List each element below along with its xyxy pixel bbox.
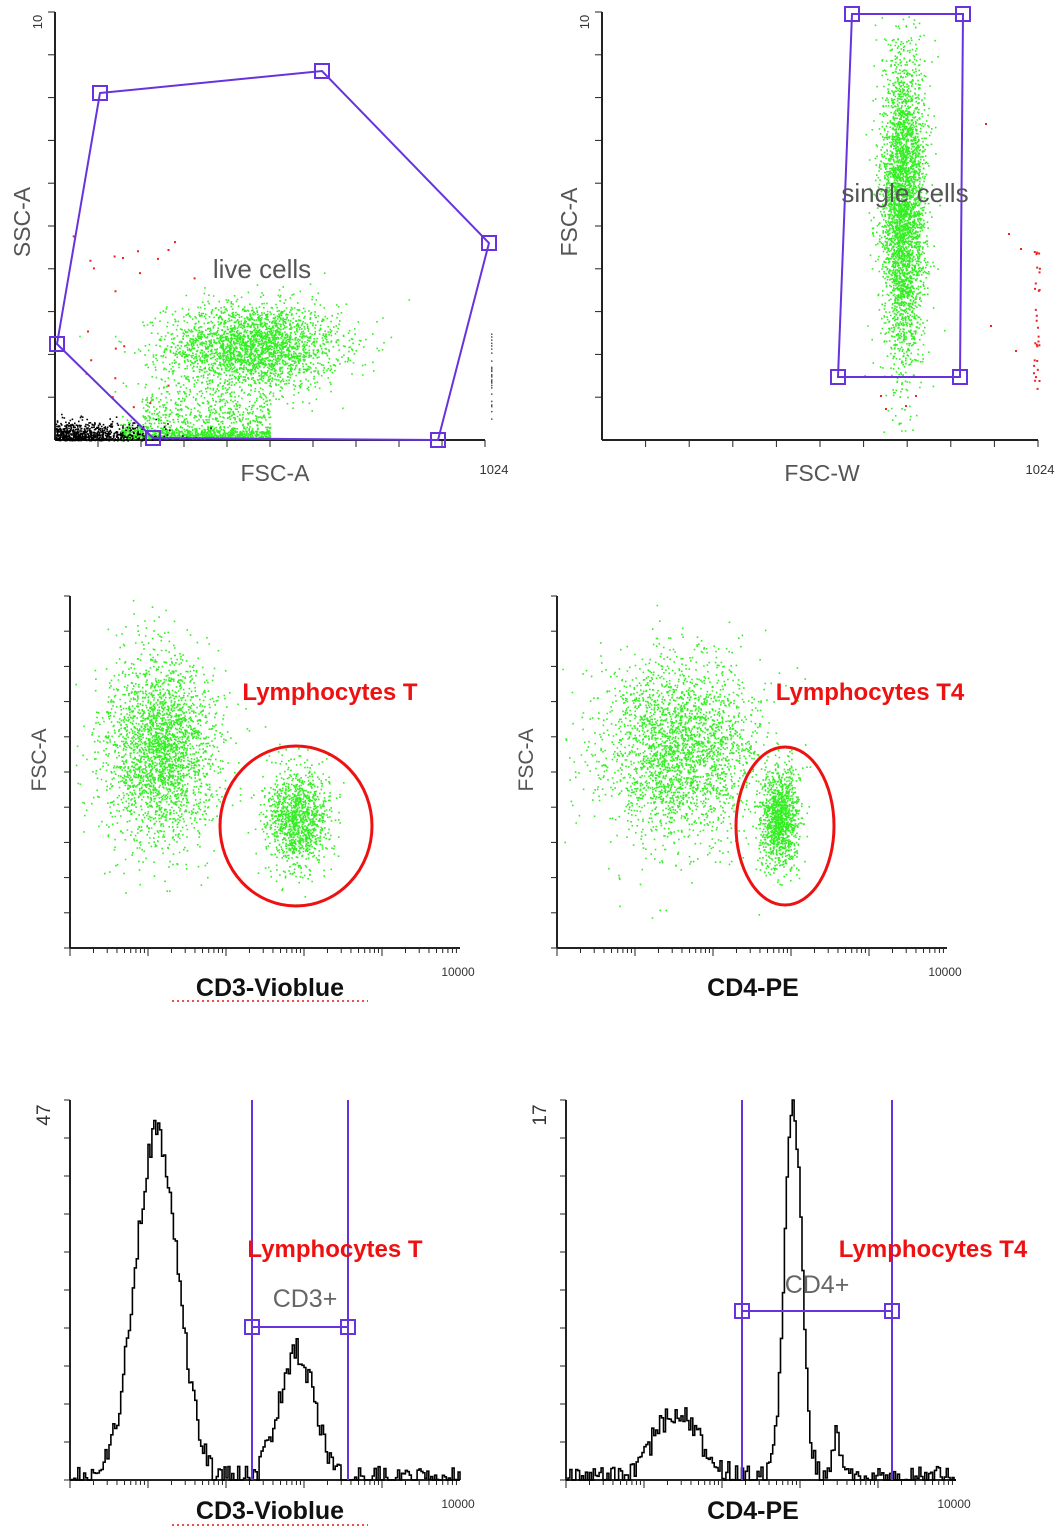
panel6-x-max-label: 10000 bbox=[937, 1497, 971, 1511]
panel5-histogram-line bbox=[70, 1119, 461, 1481]
panel3-population-2 bbox=[247, 743, 345, 906]
panel4-x-label: CD4-PE bbox=[707, 974, 799, 1002]
panel3-x-label: CD3-Vioblue bbox=[196, 974, 344, 1002]
live-cells-gate-handle[interactable] bbox=[49, 336, 65, 352]
panel3-annotation: Lymphocytes T bbox=[242, 679, 417, 706]
single-cells-gate[interactable] bbox=[836, 13, 965, 378]
panel6-histogram-line bbox=[566, 1099, 956, 1481]
panel1-x-max-label: 1024 bbox=[480, 462, 509, 477]
panel1-excluded-events bbox=[72, 235, 196, 409]
panel5: CD3+ Lymphocytes T CD3-Vioblue 47 10000 bbox=[34, 1099, 475, 1525]
panel2-y-label: FSC-A bbox=[556, 187, 582, 257]
panel5-x-max-label: 10000 bbox=[441, 1497, 475, 1511]
single-cells-gate-handle[interactable] bbox=[830, 369, 846, 385]
panel5-gate-label: CD3+ bbox=[273, 1285, 338, 1313]
live-cells-gate-handle[interactable] bbox=[481, 235, 497, 251]
single-cells-gate-handle[interactable] bbox=[952, 369, 968, 385]
panel4: Lymphocytes T4 CD4-PE FSC-A 10000 bbox=[515, 595, 965, 1002]
panel3-gate-ellipse[interactable] bbox=[218, 744, 374, 908]
panel1-y-label: SSC-A bbox=[9, 186, 35, 257]
panel4-annotation: Lymphocytes T4 bbox=[776, 679, 965, 706]
single-cells-gate-handle[interactable] bbox=[955, 6, 971, 22]
panel5-gate-handle[interactable] bbox=[340, 1319, 356, 1335]
panel5-annotation: Lymphocytes T bbox=[247, 1236, 422, 1263]
panel2-x-max-label: 1024 bbox=[1026, 462, 1055, 477]
live-cells-gate-handle[interactable] bbox=[314, 63, 330, 79]
panel2-y-max-label: 10 bbox=[577, 15, 592, 29]
single-cells-label: single cells bbox=[841, 178, 968, 208]
panel6: CD4+ Lymphocytes T4 CD4-PE 17 10000 bbox=[530, 1099, 1028, 1525]
live-cells-label: live cells bbox=[213, 254, 311, 284]
panel3-x-max-label: 10000 bbox=[441, 965, 475, 979]
panel1-population-1 bbox=[79, 272, 411, 430]
panel4-gate-ellipse[interactable] bbox=[734, 745, 836, 907]
panel1-y-max-label: 10 bbox=[30, 15, 45, 29]
live-cells-gate[interactable] bbox=[55, 69, 491, 442]
panel6-gate-handle[interactable] bbox=[884, 1303, 900, 1319]
live-cells-gate-handle[interactable] bbox=[145, 430, 161, 446]
live-cells-gate-handle[interactable] bbox=[430, 432, 446, 448]
panel1-edge-events bbox=[491, 333, 493, 420]
panel3-population-1 bbox=[75, 599, 267, 894]
panel-fsc-ssc: live cells FSC-A SSC-A 1024 10 bbox=[9, 11, 509, 486]
panel5-gate-handle[interactable] bbox=[244, 1319, 260, 1335]
panel2-x-label: FSC-W bbox=[784, 460, 860, 486]
panel4-x-max-label: 10000 bbox=[928, 965, 962, 979]
panel2-population-1 bbox=[864, 16, 946, 434]
panel1-debris bbox=[55, 413, 212, 442]
panel6-gate-handle[interactable] bbox=[734, 1303, 750, 1319]
panel3-y-label: FSC-A bbox=[28, 729, 51, 792]
panel5-y-max-label: 47 bbox=[34, 1104, 55, 1125]
panel6-annotation: Lymphocytes T4 bbox=[839, 1236, 1028, 1263]
panel-fscw-fsca: single cells FSC-W FSC-A 1024 10 bbox=[556, 6, 1055, 486]
panel4-population-2 bbox=[744, 747, 811, 886]
panel4-y-label: FSC-A bbox=[515, 729, 538, 792]
live-cells-gate-handle[interactable] bbox=[92, 85, 108, 101]
panel6-gate-label: CD4+ bbox=[785, 1271, 850, 1299]
single-cells-gate-handle[interactable] bbox=[844, 6, 860, 22]
panel4-population-1 bbox=[562, 604, 812, 919]
panel6-x-label: CD4-PE bbox=[707, 1497, 799, 1525]
panel1-events-low bbox=[119, 347, 272, 440]
panel1-x-label: FSC-A bbox=[241, 460, 311, 486]
panel3: Lymphocytes T CD3-Vioblue FSC-A 10000 bbox=[28, 595, 475, 1002]
panel5-x-label: CD3-Vioblue bbox=[196, 1497, 344, 1525]
panel6-y-max-label: 17 bbox=[530, 1104, 551, 1125]
chart-panels: live cells FSC-A SSC-A 1024 10 single cells FS… bbox=[9, 6, 1055, 1526]
